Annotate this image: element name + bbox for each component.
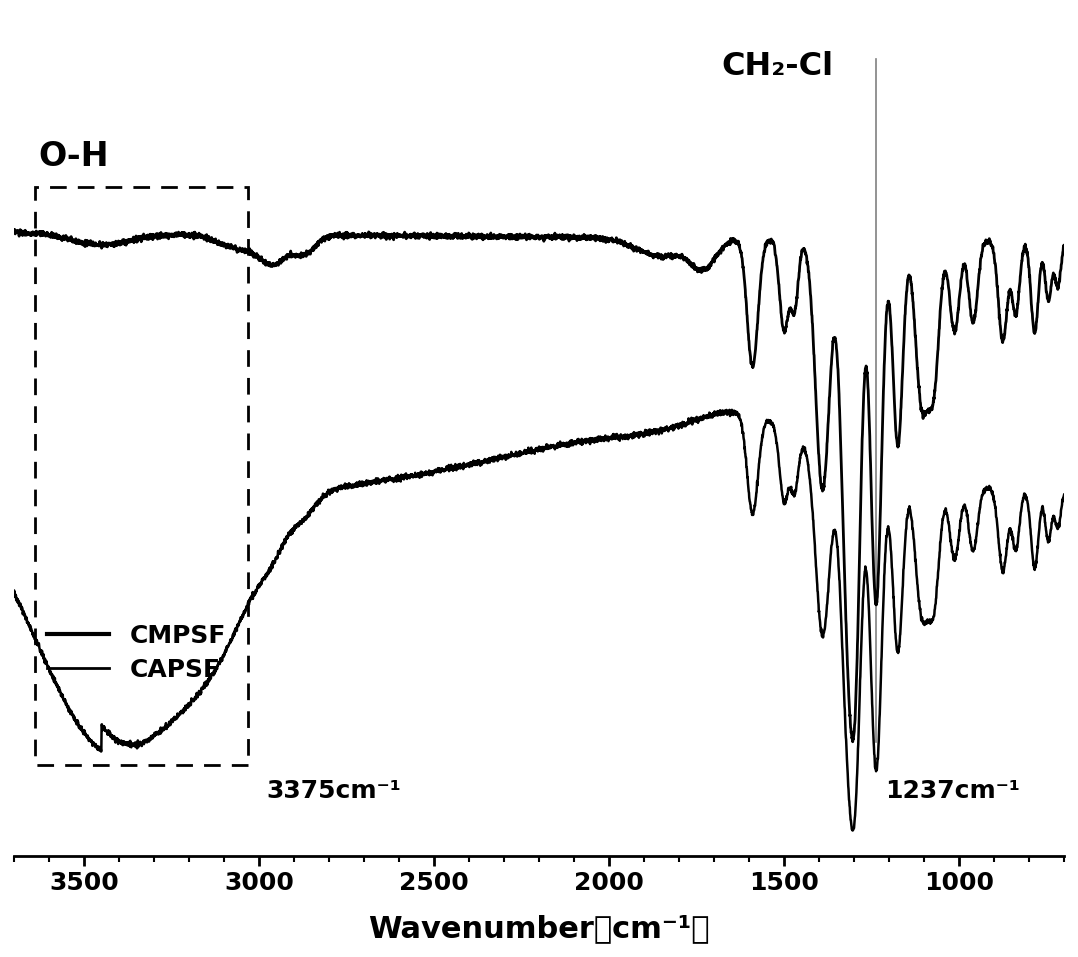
Text: 3375cm⁻¹: 3375cm⁻¹	[266, 779, 401, 803]
Bar	[34, 187, 248, 765]
Text: CH₂-Cl: CH₂-Cl	[721, 51, 833, 82]
Text: O-H: O-H	[39, 141, 109, 173]
Text: 1237cm⁻¹: 1237cm⁻¹	[885, 779, 1021, 803]
Legend: CMPSF, CAPSF: CMPSF, CAPSF	[37, 614, 236, 692]
X-axis label: Wavenumber（cm⁻¹）: Wavenumber（cm⁻¹）	[369, 914, 709, 943]
